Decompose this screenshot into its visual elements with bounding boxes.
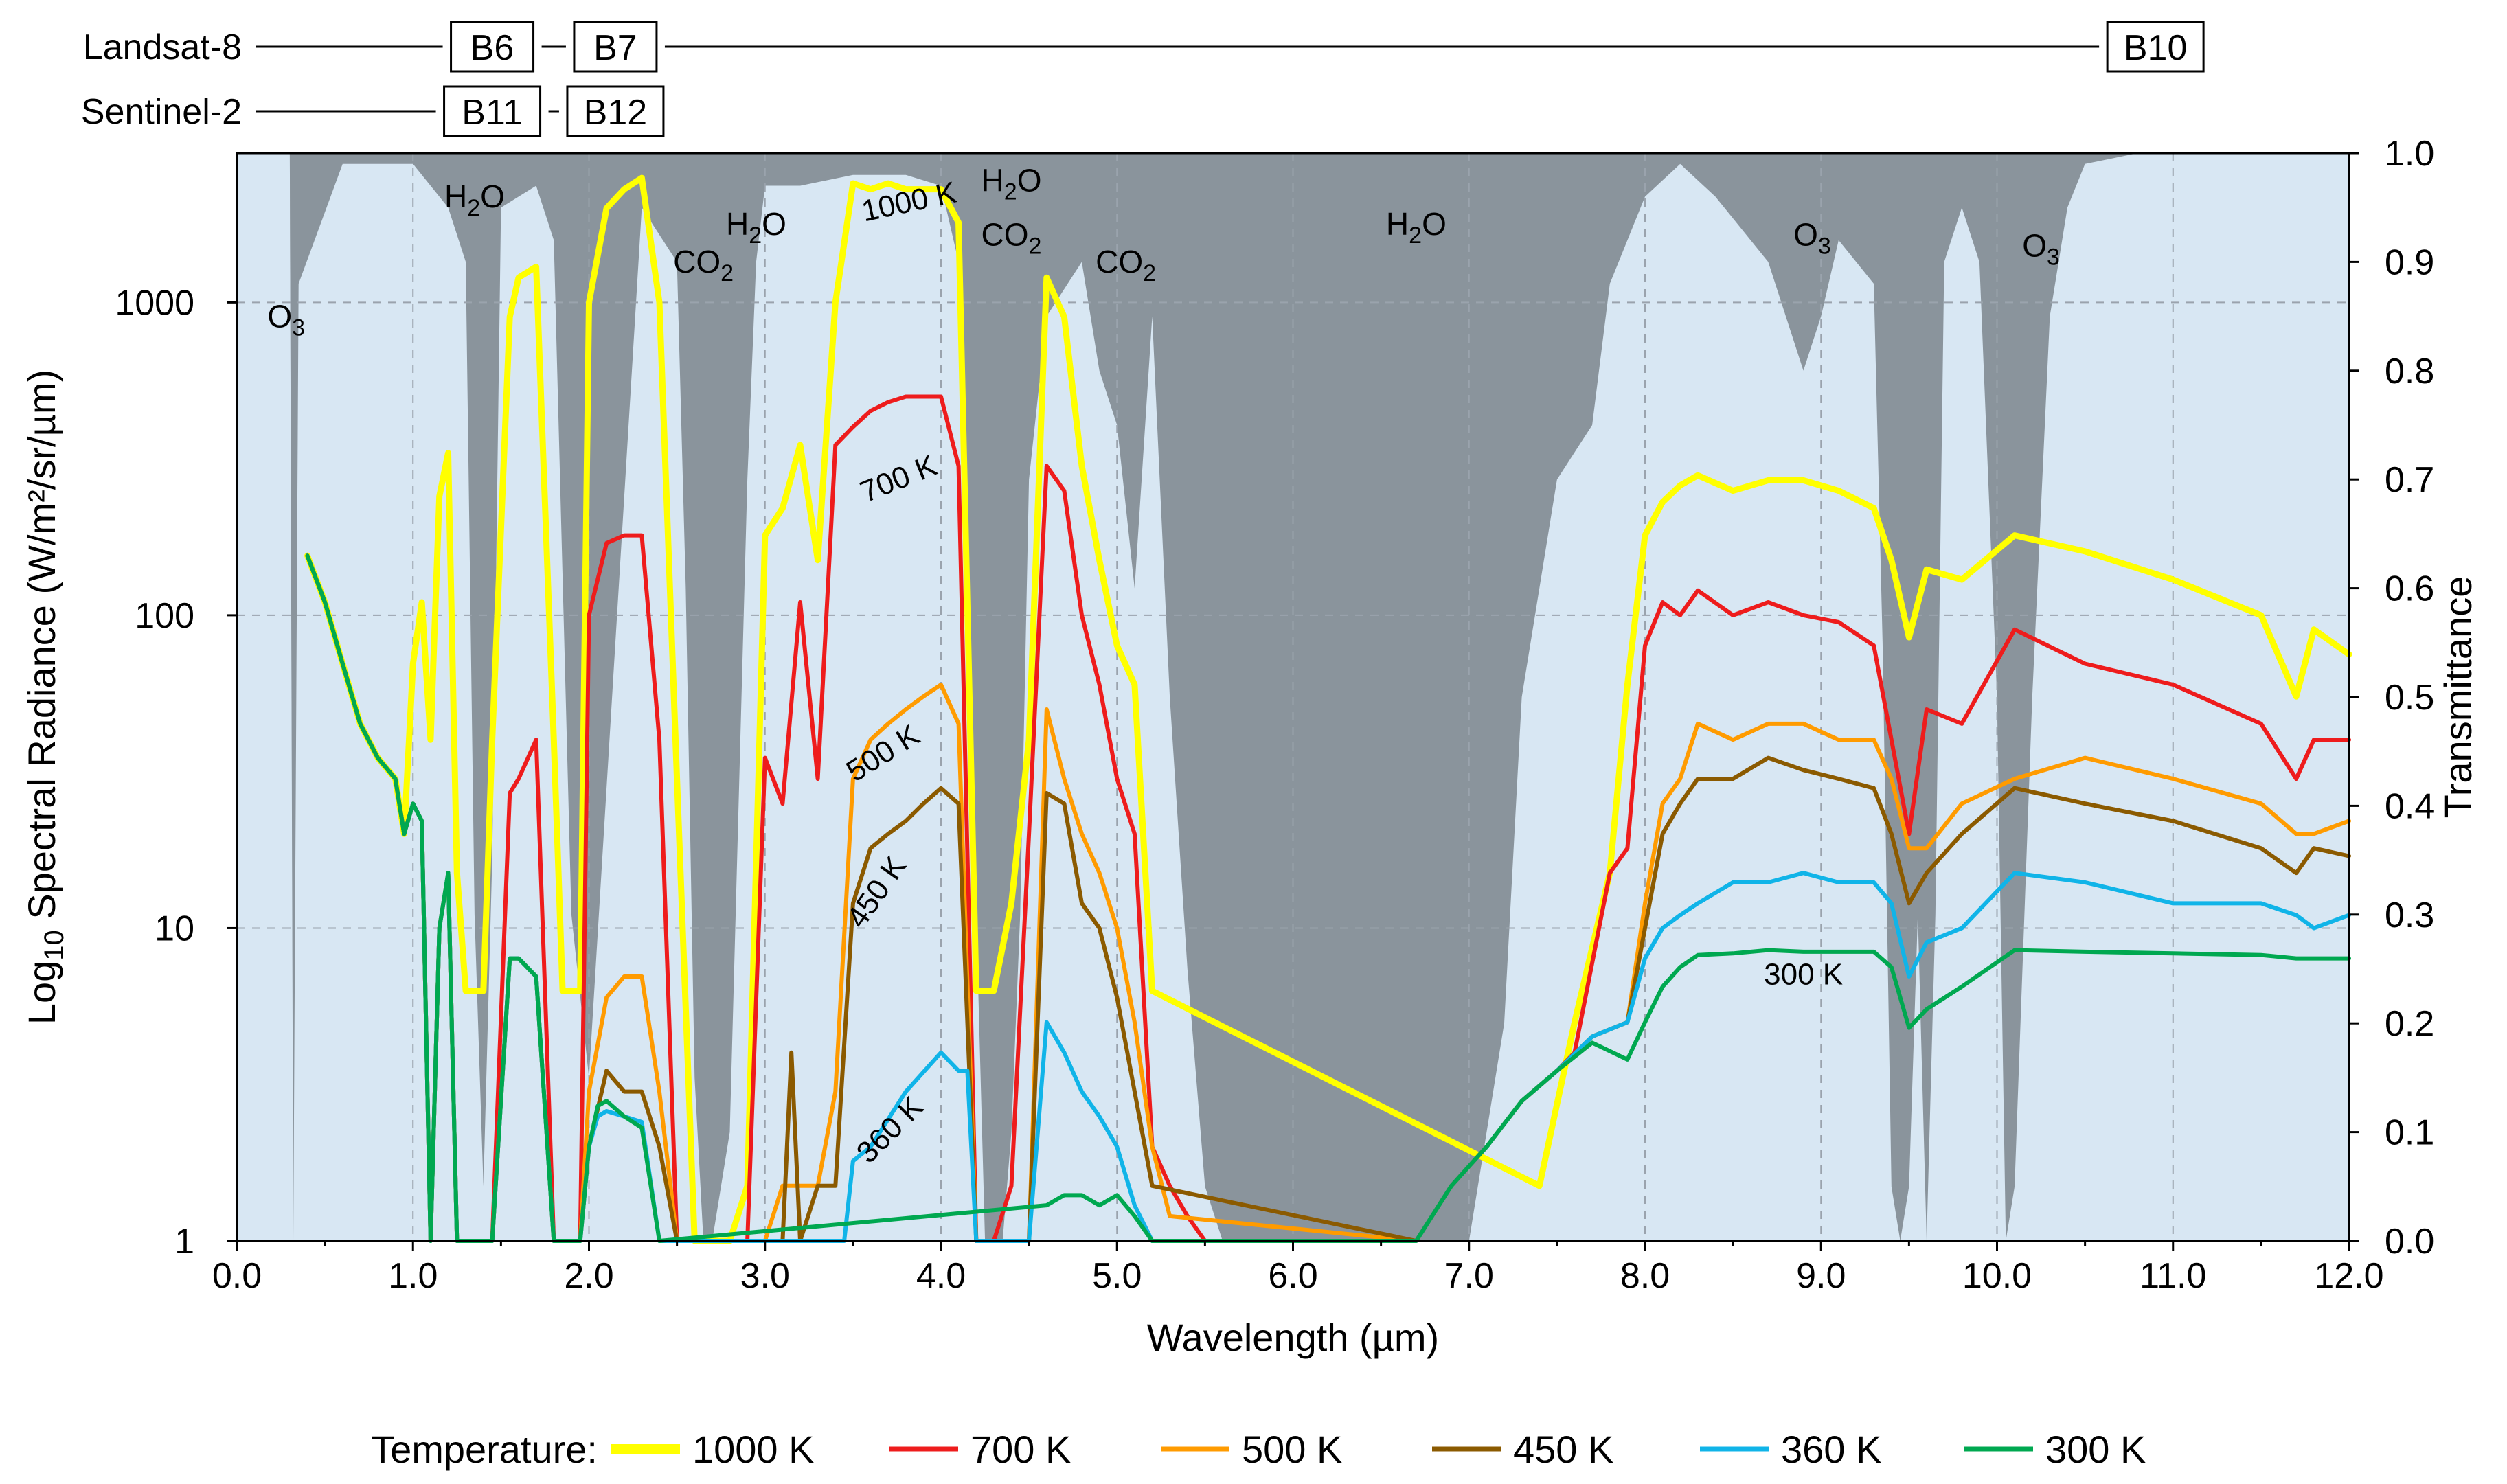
band-label: B11 — [462, 93, 523, 133]
band-label: B7 — [593, 28, 637, 68]
x-tick-label: 11.0 — [2140, 1256, 2206, 1296]
y2-tick-label: 0.6 — [2385, 569, 2434, 609]
series-line-300k — [305, 553, 2351, 1243]
x-tick-label: 0.0 — [212, 1256, 262, 1296]
legend-label: 500 K — [1242, 1428, 1342, 1471]
legend-label: 300 K — [2045, 1428, 2146, 1471]
sensor-bands: Landsat-8 B6 B7 B10 Sentinel-2 B11 B12 — [81, 21, 2205, 137]
band-box — [573, 21, 658, 73]
y2-tick-label: 0.8 — [2385, 352, 2434, 391]
y2-tick-label: 0.1 — [2385, 1113, 2434, 1153]
gas-label-co2: CO2 — [673, 244, 734, 286]
y2-tick-label: 0.3 — [2385, 895, 2434, 935]
gas-label-co2: CO2 — [1096, 244, 1156, 286]
y-tick-label: 1000 — [115, 283, 194, 323]
legend-title: Temperature: — [371, 1428, 598, 1471]
gas-label-o3: O3 — [1793, 217, 1831, 260]
y-tick-label: 1 — [174, 1222, 194, 1262]
x-tick-label: 4.0 — [916, 1256, 966, 1296]
series-line-1000k — [304, 174, 2352, 1244]
x-tick-label: 2.0 — [564, 1256, 613, 1296]
gas-label-h2o: H2O — [726, 206, 786, 249]
x-tick-label: 12.0 — [2314, 1256, 2383, 1296]
axes: 0.0 1.0 2.0 3.0 4.0 5.0 6.0 7.0 8.0 9.0 10.0 11.0 12… — [20, 134, 2480, 1359]
band-label: B6 — [470, 28, 514, 68]
curve-label: 300 K — [1764, 958, 1843, 992]
gas-label-h2o: H2O — [1386, 206, 1447, 249]
legend: Temperature: 1000 K 700 K 500 K 450 K 360 K 30… — [371, 1428, 2146, 1471]
legend-label: 1000 K — [692, 1428, 815, 1471]
gas-label-co2: CO2 — [982, 217, 1042, 260]
x-tick-label: 3.0 — [740, 1256, 790, 1296]
band-label: B12 — [584, 93, 648, 133]
y-tick-label: 10 — [155, 909, 194, 948]
x-tick-label: 10.0 — [1962, 1256, 2032, 1296]
band-label: B10 — [2124, 28, 2188, 68]
sensor-name: Landsat-8 — [83, 27, 242, 67]
y2-tick-label: 0.0 — [2385, 1222, 2434, 1262]
y-axis-title: Log10 Spectral Radiance (W/m²/sr/µm) — [20, 369, 69, 1025]
band-box — [566, 85, 665, 137]
x-tick-label: 9.0 — [1796, 1256, 1846, 1296]
x-tick-label: 1.0 — [388, 1256, 438, 1296]
x-tick-label: 7.0 — [1444, 1256, 1494, 1296]
band-box — [450, 21, 535, 73]
gas-label-h2o: H2O — [444, 179, 505, 221]
x-tick-label: 6.0 — [1268, 1256, 1317, 1296]
band-box — [443, 85, 542, 137]
sensor-name: Sentinel-2 — [81, 92, 242, 132]
band-box — [2106, 21, 2205, 73]
legend-label: 700 K — [971, 1428, 1071, 1471]
y2-tick-label: 0.9 — [2385, 242, 2434, 282]
y2-tick-label: 0.2 — [2385, 1004, 2434, 1044]
x-axis-title: Wavelength (µm) — [1147, 1316, 1439, 1359]
y-tick-label: 100 — [135, 596, 194, 636]
gas-label-h2o: H2O — [982, 162, 1042, 205]
legend-label: 360 K — [1781, 1428, 1881, 1471]
x-tick-label: 5.0 — [1092, 1256, 1142, 1296]
y2-axis-title: Transmittance — [2436, 576, 2480, 819]
y2-tick-label: 0.4 — [2385, 786, 2434, 826]
legend-label: 450 K — [1513, 1428, 1613, 1471]
gas-label-o3: O3 — [267, 298, 305, 341]
gas-label-o3: O3 — [2022, 227, 2060, 270]
x-tick-label: 8.0 — [1620, 1256, 1670, 1296]
y2-tick-label: 0.7 — [2385, 460, 2434, 500]
y2-tick-label: 0.5 — [2385, 678, 2434, 718]
y2-tick-label: 1.0 — [2385, 134, 2434, 174]
